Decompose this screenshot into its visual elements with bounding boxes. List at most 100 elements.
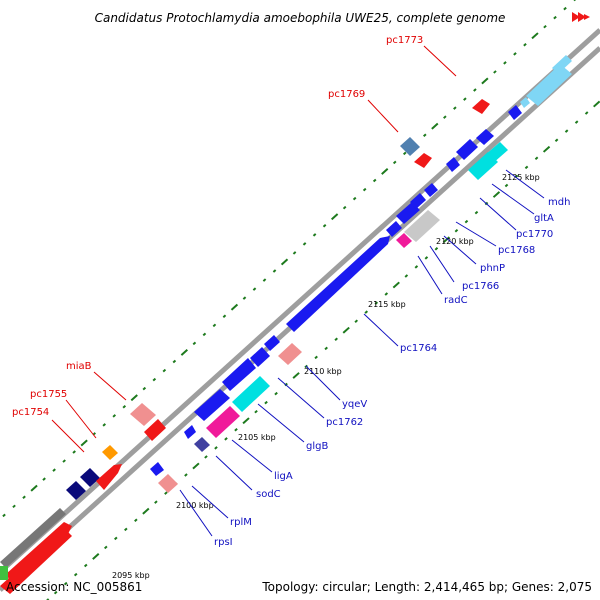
gene-label-ligA[interactable]: ligA	[274, 471, 293, 482]
tick-mark	[464, 219, 469, 224]
gene-feature-cyan-small[interactable]	[520, 97, 530, 108]
gene-feature-navy-1[interactable]	[66, 481, 86, 500]
gene-feature-cyan-2[interactable]	[552, 55, 572, 74]
gene-feature-blue-small-1[interactable]	[150, 462, 164, 476]
gene-feature-blue-long[interactable]	[286, 236, 390, 332]
tick-mark	[322, 224, 327, 228]
gene-label-gltA[interactable]: gltA	[534, 213, 554, 224]
tick-mark	[352, 196, 357, 201]
tick-mark	[384, 292, 389, 296]
scale-label: 2110 kbp	[304, 367, 342, 376]
tick-mark	[212, 323, 217, 328]
gene-label-mdh[interactable]: mdh	[548, 197, 570, 208]
gene-feature-blue-5[interactable]	[250, 347, 270, 367]
gene-label-pc1754[interactable]: pc1754	[12, 407, 49, 418]
gene-feature-red-fwd-2[interactable]	[144, 419, 166, 441]
gene-feature-pink-rev[interactable]	[158, 474, 178, 493]
tick-mark	[492, 191, 501, 198]
tick-mark	[563, 6, 567, 11]
gene-label-pc1762[interactable]: pc1762	[326, 417, 363, 428]
gene-feature-red-fwd-3[interactable]	[414, 153, 432, 168]
tick-mark	[122, 405, 127, 409]
gene-label-pc1766[interactable]: pc1766	[462, 281, 499, 292]
tick-mark	[312, 233, 317, 237]
gene-label-rpsI[interactable]: rpsI	[214, 537, 233, 548]
gene-feature-steel[interactable]	[400, 137, 420, 156]
gene-feature-magenta[interactable]	[206, 406, 240, 438]
gene-label-radC[interactable]: radC	[444, 295, 468, 306]
gene-feature-teal-3[interactable]	[484, 142, 508, 164]
tick-mark	[130, 394, 138, 402]
gene-feature-blue-6[interactable]	[264, 335, 280, 351]
tick-mark	[531, 32, 539, 40]
navigate-forward-icon[interactable]	[572, 12, 590, 22]
tick-mark	[73, 572, 78, 577]
gene-feature-gray-rev[interactable]	[404, 210, 440, 242]
gene-label-pc1769[interactable]: pc1769	[328, 89, 365, 100]
tick-mark	[481, 77, 489, 85]
tick-mark	[553, 15, 557, 20]
gene-label-pc1764[interactable]: pc1764	[400, 343, 437, 354]
label-leaders	[51, 45, 545, 537]
gene-label-phnP[interactable]: phnP	[480, 263, 505, 274]
tick-mark	[242, 417, 250, 425]
gene-label-rplM[interactable]: rplM	[230, 517, 252, 528]
gene-feature-cyan[interactable]	[526, 64, 572, 106]
gene-label-pc1770[interactable]: pc1770	[516, 229, 553, 240]
tick-mark	[224, 437, 228, 441]
gene-feature-darkgray[interactable]	[0, 508, 66, 568]
gene-feature-blue-8[interactable]	[396, 202, 420, 224]
gene-feature-green[interactable]	[0, 566, 8, 580]
gene-feature-red-long-2[interactable]	[0, 528, 72, 594]
gene-label-sodC[interactable]: sodC	[256, 489, 281, 500]
gene-label-miaB[interactable]: miaB	[66, 361, 92, 372]
tick-mark	[63, 581, 68, 586]
gene-feature-blue-10[interactable]	[424, 183, 438, 197]
gene-label-pc1768[interactable]: pc1768	[498, 245, 535, 256]
gene-feature-pink-2[interactable]	[278, 343, 302, 365]
gene-feature-magenta-2[interactable]	[396, 233, 412, 248]
tick-mark	[154, 500, 158, 504]
gene-feature-blue-14[interactable]	[508, 105, 522, 120]
scale-label: 2125 kbp	[502, 173, 540, 182]
gene-feature-blue-11[interactable]	[446, 157, 460, 172]
gene-label-pc1755[interactable]: pc1755	[30, 389, 67, 400]
tick-mark	[362, 187, 367, 192]
gene-feature-orange[interactable]	[102, 445, 118, 460]
gene-feature-pink-fwd[interactable]	[130, 403, 156, 426]
gene-feature-blue-7[interactable]	[386, 221, 402, 237]
tick-mark	[292, 372, 300, 379]
tick-mark	[364, 310, 369, 314]
tick-mark	[372, 178, 377, 183]
gene-feature-blue-12[interactable]	[456, 139, 478, 160]
tick-mark	[543, 24, 547, 29]
gene-feature-blue-13[interactable]	[476, 129, 494, 145]
gene-feature-red-fwd-1[interactable]	[96, 464, 122, 490]
scale-labels: 2095 kbp 2100 kbp 2105 kbp 2110 kbp 2115 kbp…	[112, 173, 540, 580]
gene-feature-blue-4[interactable]	[222, 358, 256, 391]
gene-feature-blue-9[interactable]	[410, 193, 426, 209]
gene-feature-blue-2[interactable]	[184, 425, 196, 439]
gene-feature-blue-3[interactable]	[194, 389, 230, 421]
gene-label-glgB[interactable]: glgB	[306, 441, 328, 452]
gene-feature-red-fwd-4[interactable]	[472, 99, 490, 114]
tick-mark	[534, 156, 539, 161]
tick-mark	[114, 536, 118, 541]
tick-mark	[404, 274, 409, 278]
gene-feature-teal-1[interactable]	[232, 376, 270, 412]
gene-label-yqeV[interactable]: yqeV	[342, 399, 367, 410]
tick-mark	[274, 391, 278, 396]
gene-feature-navy-3[interactable]	[194, 437, 210, 452]
tick-mark	[12, 504, 16, 509]
tick-mark	[242, 296, 247, 300]
tick-mark	[454, 228, 459, 233]
tick-mark	[453, 106, 457, 110]
tick-mark	[42, 477, 46, 481]
tick-mark	[72, 450, 76, 454]
tick-mark	[392, 281, 400, 289]
tick-mark	[142, 507, 150, 515]
gene-feature-navy-2[interactable]	[80, 468, 100, 487]
tick-mark	[424, 256, 429, 260]
tick-mark	[230, 303, 239, 311]
gene-label-pc1773[interactable]: pc1773	[386, 35, 423, 46]
